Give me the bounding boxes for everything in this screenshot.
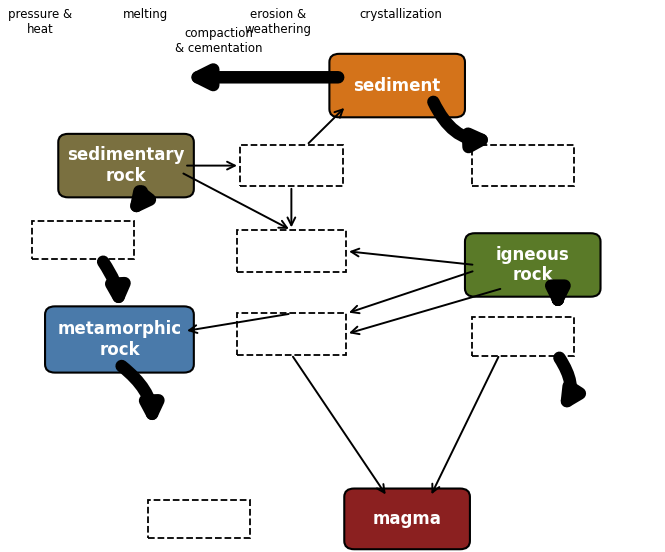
Text: metamorphic
rock: metamorphic rock <box>57 320 182 359</box>
FancyBboxPatch shape <box>45 306 194 373</box>
Text: compaction
& cementation: compaction & cementation <box>175 27 263 55</box>
FancyBboxPatch shape <box>59 134 194 198</box>
Text: sedimentary
rock: sedimentary rock <box>67 146 185 185</box>
Text: crystallization: crystallization <box>359 8 442 22</box>
Text: pressure &
heat: pressure & heat <box>8 8 72 36</box>
FancyBboxPatch shape <box>32 221 134 259</box>
Text: sediment: sediment <box>354 77 441 94</box>
Text: igneous
rock: igneous rock <box>496 246 570 284</box>
Text: erosion &
weathering: erosion & weathering <box>245 8 312 36</box>
Text: melting: melting <box>123 8 168 22</box>
FancyBboxPatch shape <box>148 500 250 538</box>
FancyBboxPatch shape <box>471 145 574 187</box>
Text: magma: magma <box>372 510 442 528</box>
FancyBboxPatch shape <box>465 233 600 297</box>
FancyBboxPatch shape <box>344 489 470 549</box>
FancyBboxPatch shape <box>329 54 465 118</box>
FancyBboxPatch shape <box>237 313 346 354</box>
FancyBboxPatch shape <box>471 317 574 356</box>
FancyBboxPatch shape <box>237 231 346 272</box>
FancyBboxPatch shape <box>240 145 342 187</box>
